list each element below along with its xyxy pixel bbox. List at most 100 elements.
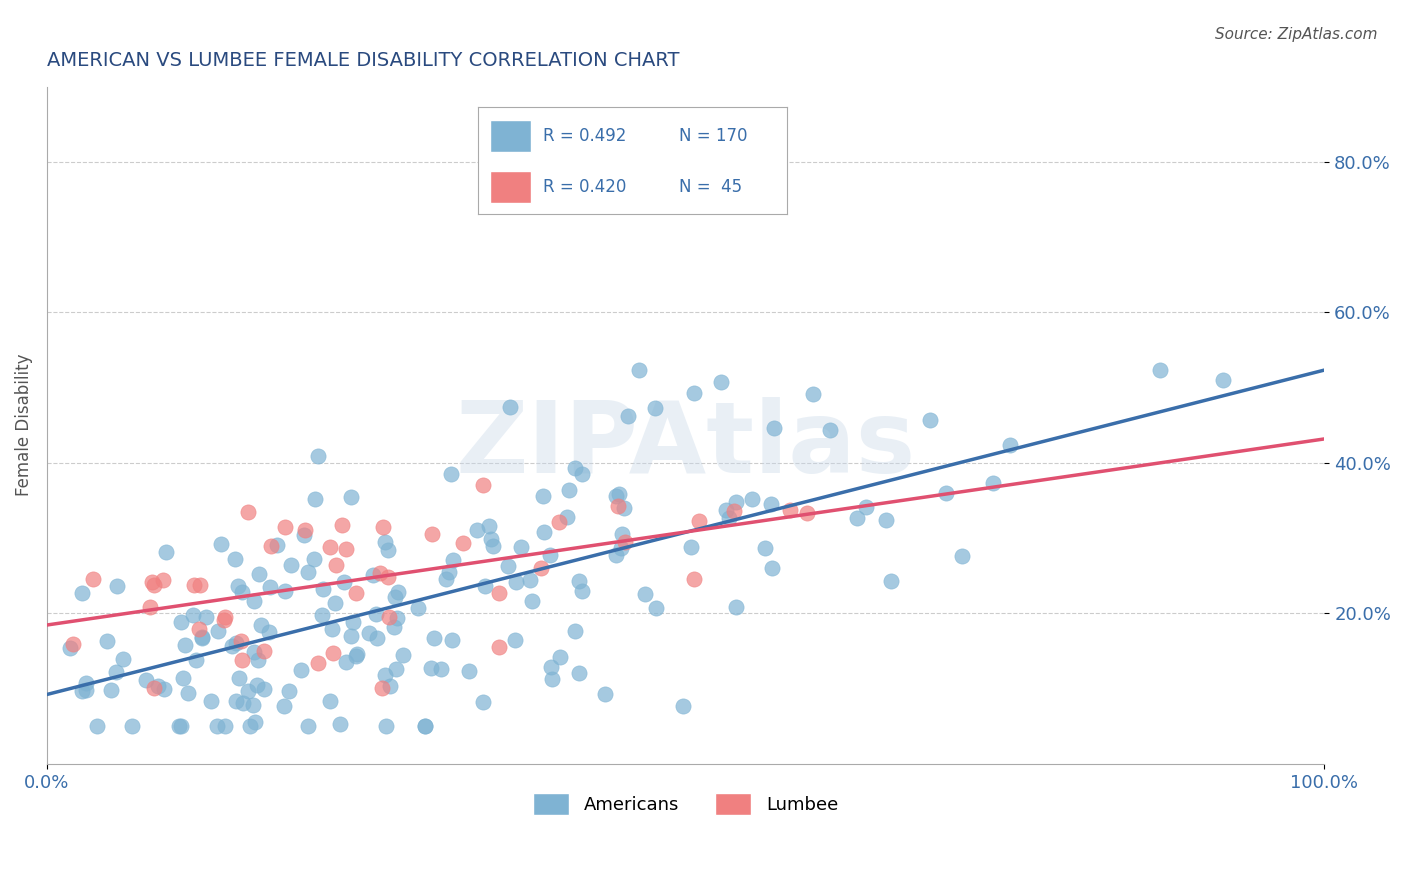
Point bbox=[741, 491, 763, 506]
Point bbox=[194, 610, 217, 624]
Point bbox=[139, 599, 162, 614]
Point bbox=[75, 676, 97, 690]
Point bbox=[617, 409, 640, 424]
Point bbox=[335, 541, 357, 556]
Text: R = 0.492: R = 0.492 bbox=[543, 127, 626, 145]
Point bbox=[329, 717, 352, 731]
Point bbox=[135, 673, 157, 687]
Point bbox=[796, 506, 818, 520]
Point bbox=[564, 624, 586, 639]
Point bbox=[177, 686, 200, 700]
Point bbox=[105, 665, 128, 680]
Point bbox=[207, 719, 229, 733]
Point bbox=[297, 719, 319, 733]
Point bbox=[252, 644, 274, 658]
Point bbox=[250, 617, 273, 632]
Point bbox=[710, 375, 733, 389]
Point bbox=[920, 413, 942, 427]
Point bbox=[645, 600, 668, 615]
Point bbox=[380, 679, 402, 693]
Point bbox=[558, 483, 581, 497]
Point bbox=[319, 540, 342, 554]
Point bbox=[759, 497, 782, 511]
Point bbox=[384, 590, 406, 604]
Text: N = 170: N = 170 bbox=[679, 127, 748, 145]
Point bbox=[224, 551, 246, 566]
Point bbox=[548, 515, 571, 529]
Point bbox=[845, 511, 868, 525]
Point bbox=[682, 386, 704, 401]
Point bbox=[557, 509, 579, 524]
Point bbox=[290, 663, 312, 677]
Point bbox=[385, 611, 408, 625]
Point bbox=[366, 632, 388, 646]
Point bbox=[541, 673, 564, 687]
Point bbox=[274, 583, 297, 598]
Point bbox=[614, 534, 637, 549]
Point bbox=[717, 510, 740, 524]
Point bbox=[146, 679, 169, 693]
Point bbox=[188, 623, 211, 637]
Point bbox=[503, 633, 526, 648]
Point bbox=[880, 574, 903, 588]
Point bbox=[292, 528, 315, 542]
Point bbox=[440, 467, 463, 481]
Point bbox=[610, 541, 633, 555]
Point bbox=[478, 518, 501, 533]
Point bbox=[253, 682, 276, 697]
Point bbox=[762, 421, 785, 435]
Point bbox=[472, 478, 495, 492]
Point bbox=[571, 467, 593, 481]
Point bbox=[568, 574, 591, 588]
Point bbox=[366, 607, 388, 621]
Point bbox=[225, 693, 247, 707]
Point bbox=[70, 585, 93, 599]
Point bbox=[181, 608, 204, 623]
Point bbox=[644, 401, 666, 415]
Point bbox=[606, 499, 628, 513]
Point bbox=[75, 682, 97, 697]
Point bbox=[266, 538, 288, 552]
Point bbox=[571, 583, 593, 598]
Point bbox=[374, 535, 396, 549]
Point bbox=[188, 578, 211, 592]
Point bbox=[371, 681, 394, 695]
Point bbox=[325, 558, 347, 572]
Text: Source: ZipAtlas.com: Source: ZipAtlas.com bbox=[1215, 27, 1378, 42]
Point bbox=[86, 719, 108, 733]
Point bbox=[530, 561, 553, 575]
Point bbox=[420, 661, 443, 675]
Point bbox=[378, 609, 401, 624]
Point bbox=[340, 491, 363, 505]
Point bbox=[540, 660, 562, 674]
Point bbox=[247, 566, 270, 581]
Point bbox=[307, 449, 329, 463]
Point bbox=[311, 608, 333, 623]
Point bbox=[568, 665, 591, 680]
Point bbox=[377, 570, 399, 584]
Point bbox=[172, 671, 194, 685]
Point bbox=[593, 687, 616, 701]
Point bbox=[209, 536, 232, 550]
Point bbox=[228, 671, 250, 685]
Point bbox=[174, 638, 197, 652]
Point bbox=[724, 599, 747, 614]
Point bbox=[333, 575, 356, 590]
Text: ZIPAtlas: ZIPAtlas bbox=[456, 397, 915, 494]
Point bbox=[346, 648, 368, 663]
Point bbox=[330, 518, 353, 533]
Point bbox=[232, 696, 254, 710]
Point bbox=[368, 566, 391, 580]
Point bbox=[610, 527, 633, 541]
Point bbox=[538, 548, 561, 562]
Point bbox=[239, 719, 262, 733]
Point bbox=[236, 684, 259, 698]
Point bbox=[184, 653, 207, 667]
Point bbox=[505, 575, 527, 590]
Point bbox=[679, 541, 702, 555]
Point bbox=[634, 587, 657, 601]
Point bbox=[339, 629, 361, 643]
Point bbox=[167, 719, 190, 733]
Point bbox=[153, 681, 176, 696]
Text: AMERICAN VS LUMBEE FEMALE DISABILITY CORRELATION CHART: AMERICAN VS LUMBEE FEMALE DISABILITY COR… bbox=[46, 51, 679, 70]
